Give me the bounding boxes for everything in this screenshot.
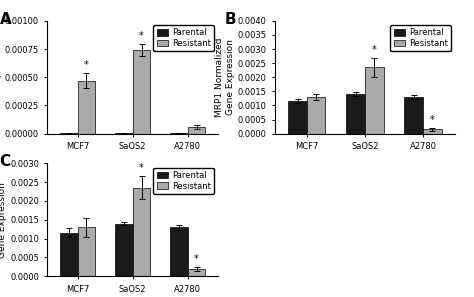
Text: *: * — [139, 31, 144, 41]
Bar — [115, 133, 133, 134]
Bar — [133, 50, 150, 134]
Text: B: B — [225, 12, 236, 27]
Bar — [60, 233, 78, 276]
Bar — [188, 127, 205, 134]
Y-axis label: BCRP Normalized
Gene Expression: BCRP Normalized Gene Expression — [0, 181, 7, 259]
Bar — [346, 94, 365, 134]
Text: *: * — [430, 116, 435, 125]
Bar — [365, 67, 383, 134]
Legend: Parental, Resistant: Parental, Resistant — [153, 25, 214, 51]
Bar — [133, 188, 150, 276]
Legend: Parental, Resistant: Parental, Resistant — [153, 168, 214, 194]
Bar — [188, 269, 205, 276]
Text: *: * — [194, 254, 199, 264]
Bar — [115, 224, 133, 276]
Bar — [78, 80, 95, 134]
Text: *: * — [372, 45, 377, 55]
Bar — [170, 227, 188, 276]
Y-axis label: MDR1 Normalized
Gene Expression: MDR1 Normalized Gene Expression — [0, 37, 2, 118]
Bar — [170, 133, 188, 134]
Legend: Parental, Resistant: Parental, Resistant — [390, 25, 451, 51]
Text: *: * — [139, 163, 144, 173]
Bar — [60, 133, 78, 134]
Y-axis label: MRP1 Normalized
Gene Expression: MRP1 Normalized Gene Expression — [215, 37, 235, 117]
Bar — [307, 97, 326, 134]
Text: C: C — [0, 154, 11, 169]
Text: *: * — [84, 61, 89, 70]
Bar — [78, 227, 95, 276]
Bar — [423, 129, 442, 134]
Bar — [404, 97, 423, 134]
Text: A: A — [0, 12, 11, 27]
Bar — [288, 101, 307, 134]
